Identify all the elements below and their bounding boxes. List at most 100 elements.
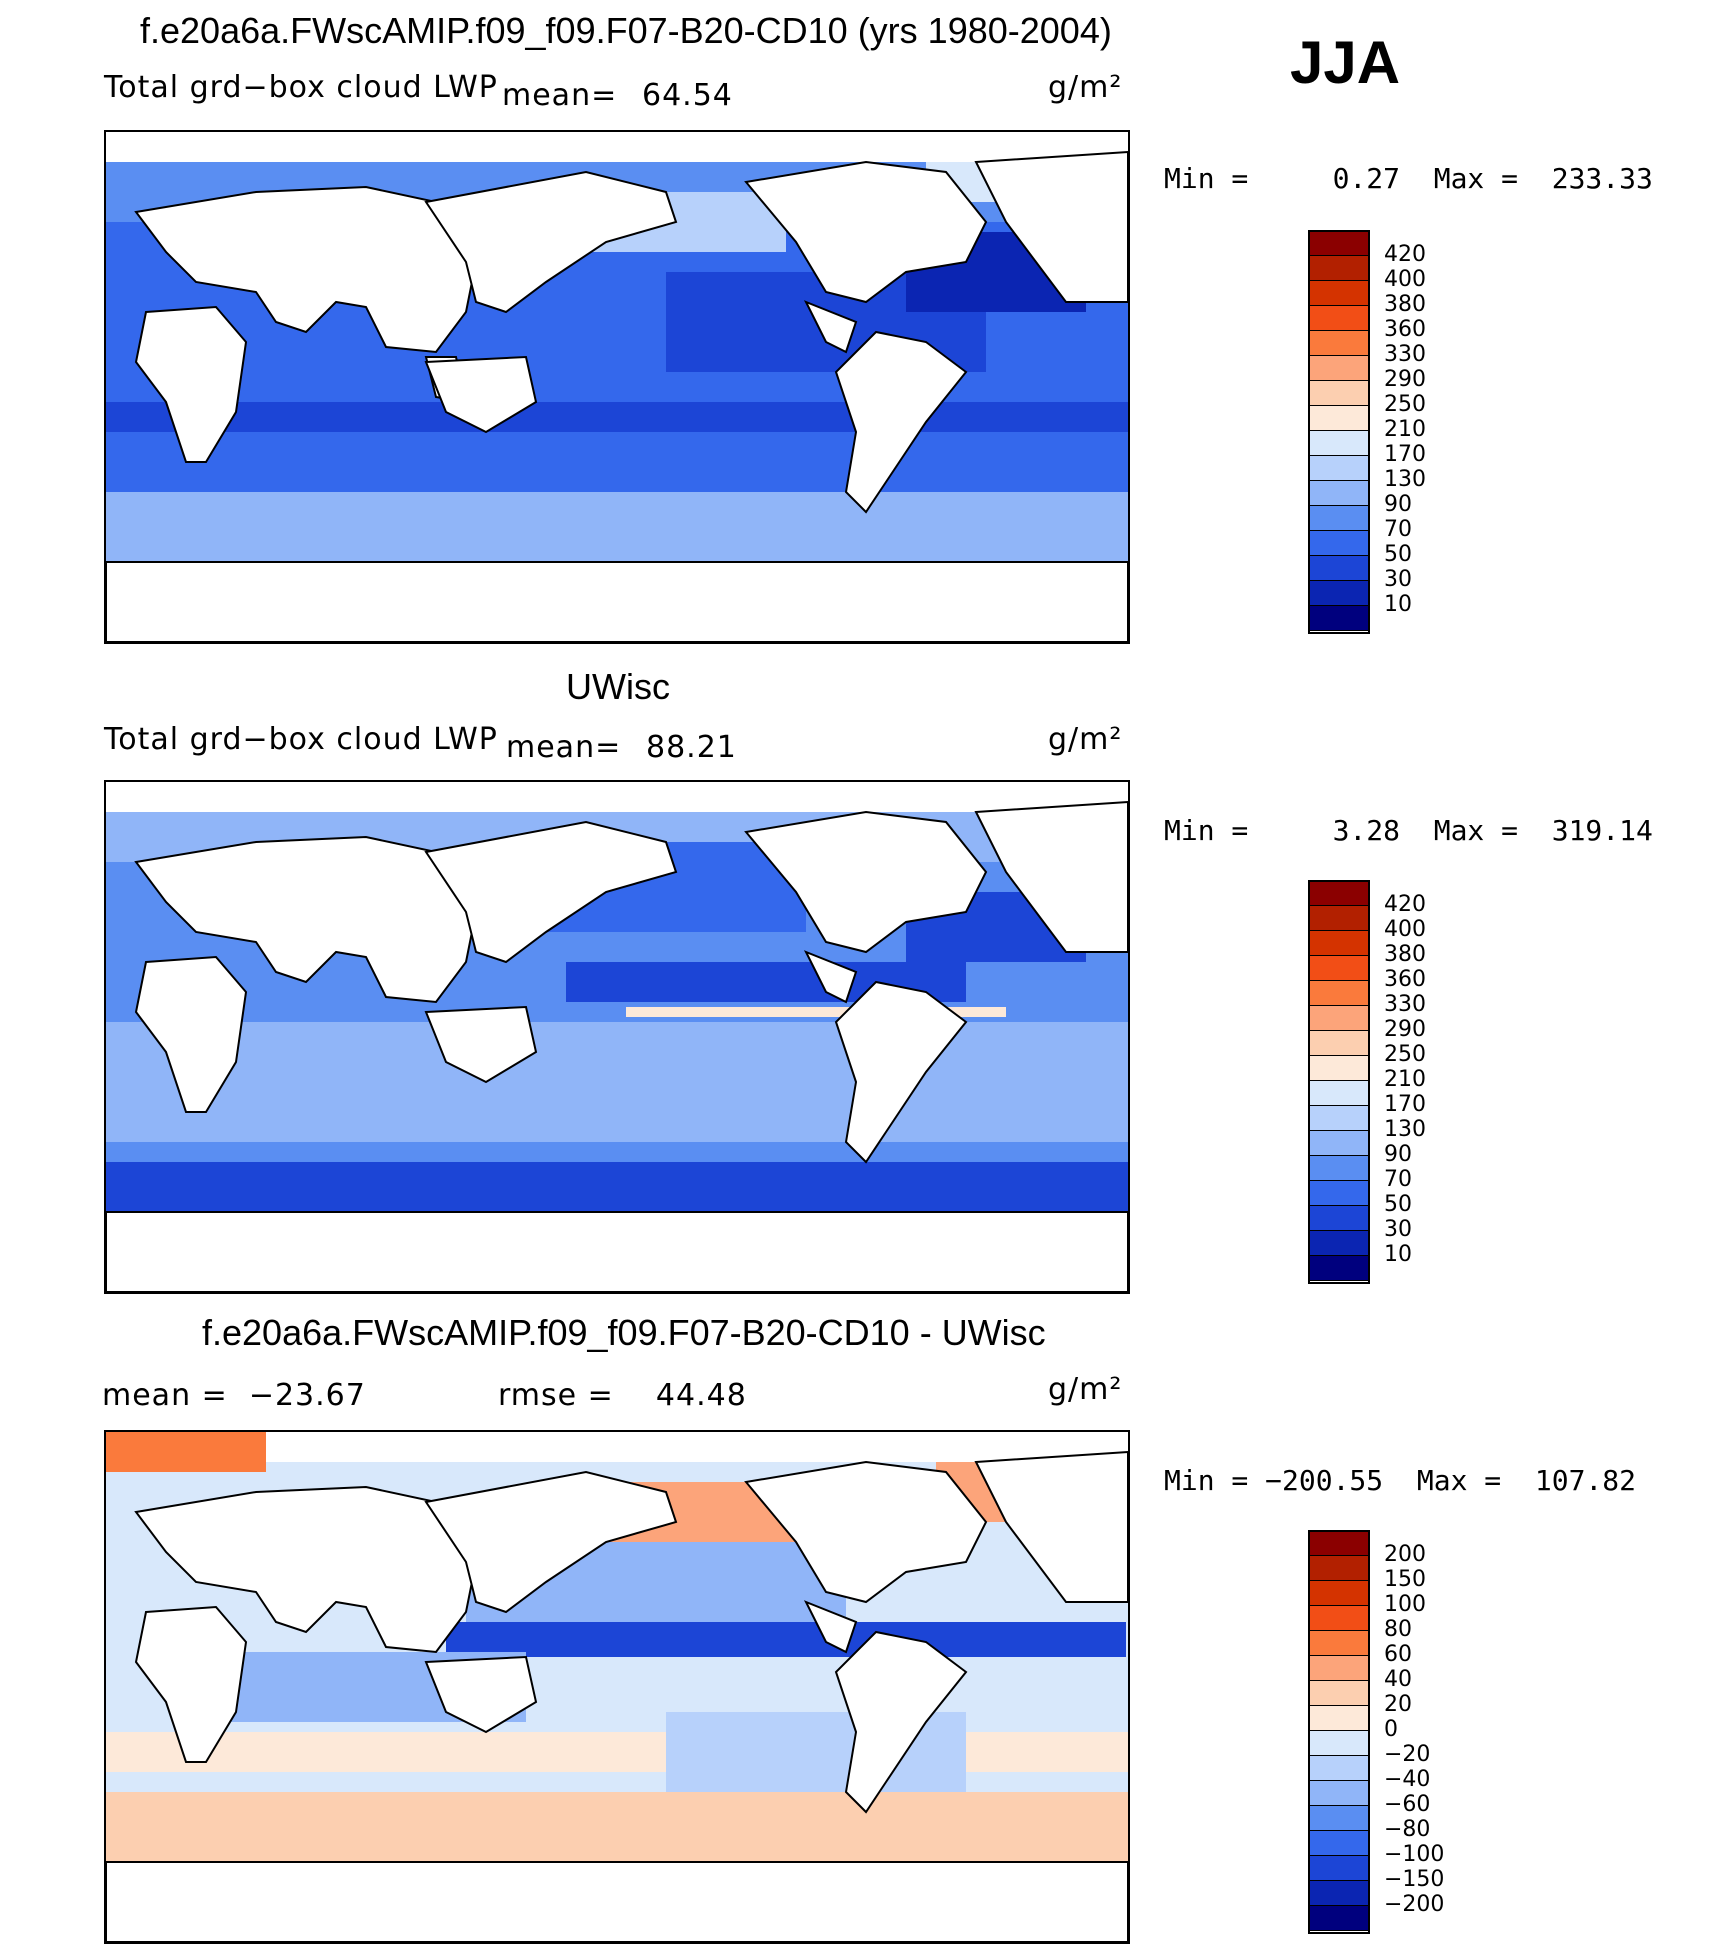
season-label: JJA: [1290, 29, 1401, 96]
panel3-map-svg: [106, 1432, 1128, 1942]
colorbar-tick-label: 250: [1384, 392, 1426, 417]
panel1-mean-label: mean=: [502, 78, 618, 113]
colorbar-tick-label: 70: [1384, 517, 1412, 542]
panel1-colorbar-frame: [1308, 230, 1370, 634]
colorbar-tick-label: 250: [1384, 1042, 1426, 1067]
colorbar-segment: [1308, 1655, 1370, 1681]
panel2-map-svg: [106, 782, 1128, 1292]
colorbar-tick-label: 290: [1384, 367, 1426, 392]
colorbar-segment: [1308, 380, 1370, 406]
colorbar-segment: [1308, 1680, 1370, 1706]
colorbar-tick-label: 40: [1384, 1667, 1412, 1692]
colorbar-tick-label: 380: [1384, 942, 1426, 967]
colorbar-tick-label: 360: [1384, 317, 1426, 342]
colorbar-tick-label: 330: [1384, 992, 1426, 1017]
colorbar-segment: [1308, 1605, 1370, 1631]
colorbar-segment: [1308, 230, 1370, 256]
colorbar-segment: [1308, 1780, 1370, 1806]
colorbar-segment: [1308, 930, 1370, 956]
colorbar-segment: [1308, 355, 1370, 381]
colorbar-tick-label: 50: [1384, 1192, 1412, 1217]
colorbar-segment: [1308, 1705, 1370, 1731]
colorbar-segment: [1308, 1055, 1370, 1081]
colorbar-segment: [1308, 430, 1370, 456]
panel2-mean-value: 88.21: [646, 730, 737, 765]
colorbar-tick-label: 30: [1384, 1217, 1412, 1242]
colorbar-segment: [1308, 1230, 1370, 1256]
colorbar-tick-label: 10: [1384, 592, 1412, 617]
colorbar-segment: [1308, 1855, 1370, 1881]
colorbar-tick-label: 70: [1384, 1167, 1412, 1192]
colorbar-segment: [1308, 1080, 1370, 1106]
panel2-title: UWisc: [566, 666, 670, 707]
colorbar-segment: [1308, 280, 1370, 306]
colorbar-tick-label: 400: [1384, 267, 1426, 292]
panel1-variable: Total grd−box cloud LWP: [104, 70, 498, 105]
colorbar-segment: [1308, 980, 1370, 1006]
colorbar-tick-label: 420: [1384, 242, 1426, 267]
panel1-colorbar: 420 400 380 360 330 290 250 210 170 130 90 70 50 30 10: [1308, 230, 1426, 634]
colorbar-segment: [1308, 555, 1370, 581]
colorbar-tick-label: 60: [1384, 1642, 1412, 1667]
colorbar-segment: [1308, 1105, 1370, 1131]
panel2-mean-label: mean=: [506, 730, 622, 765]
colorbar-tick-label: 90: [1384, 492, 1412, 517]
colorbar-segment: [1308, 1555, 1370, 1581]
panel1-mean-value: 64.54: [642, 78, 733, 113]
colorbar-segment: [1308, 1830, 1370, 1856]
colorbar-tick-label: −150: [1384, 1867, 1445, 1892]
colorbar-tick-label: 90: [1384, 1142, 1412, 1167]
colorbar-tick-label: 290: [1384, 1017, 1426, 1042]
colorbar-segment: [1308, 955, 1370, 981]
colorbar-tick-label: 20: [1384, 1692, 1412, 1717]
colorbar-segment: [1308, 1630, 1370, 1656]
colorbar-segment: [1308, 255, 1370, 281]
colorbar-tick-label: 170: [1384, 1092, 1426, 1117]
panel2-stats: Min = 3.28 Max = 319.14: [1164, 814, 1653, 847]
panel1-stats: Min = 0.27 Max = 233.33: [1164, 162, 1653, 195]
panel1-map-svg: [106, 132, 1128, 642]
colorbar-segment: [1308, 505, 1370, 531]
panel3-rmse: rmse = 44.48: [498, 1378, 747, 1413]
colorbar-tick-label: −100: [1384, 1842, 1445, 1867]
panel3-colorbar-frame: [1308, 1530, 1370, 1934]
colorbar-segment: [1308, 1155, 1370, 1181]
panel2-units: g/m²: [1048, 722, 1123, 757]
colorbar-segment: [1308, 1005, 1370, 1031]
colorbar-tick-label: 170: [1384, 442, 1426, 467]
colorbar-segment: [1308, 1805, 1370, 1831]
panel2-colorbar: 420 400 380 360 330 290 250 210 170 130 90 70 50 30 10: [1308, 880, 1426, 1284]
colorbar-tick-label: 130: [1384, 467, 1426, 492]
colorbar-tick-label: 330: [1384, 342, 1426, 367]
colorbar-tick-label: 400: [1384, 917, 1426, 942]
colorbar-segment: [1308, 605, 1370, 631]
colorbar-segment: [1308, 1530, 1370, 1556]
panel1-map: [104, 130, 1130, 644]
panel3-title: f.e20a6a.FWscAMIP.f09_f09.F07-B20-CD10 -…: [202, 1312, 1046, 1353]
colorbar-tick-label: 210: [1384, 1067, 1426, 1092]
panel3-colorbar: 200 150 100 80 60 40 20 0 −20 −40 −60 −80 −100 −150 −2…: [1308, 1530, 1444, 1934]
colorbar-segment: [1308, 1130, 1370, 1156]
panel1-title: f.e20a6a.FWscAMIP.f09_f09.F07-B20-CD10 (…: [140, 10, 1112, 51]
colorbar-segment: [1308, 905, 1370, 931]
colorbar-tick-label: 80: [1384, 1617, 1412, 1642]
colorbar-tick-label: 200: [1384, 1542, 1426, 1567]
panel2-map: [104, 780, 1130, 1294]
colorbar-segment: [1308, 1580, 1370, 1606]
colorbar-tick-label: −20: [1384, 1742, 1431, 1767]
colorbar-tick-label: 150: [1384, 1567, 1426, 1592]
colorbar-tick-label: 380: [1384, 292, 1426, 317]
panel2-colorbar-frame: [1308, 880, 1370, 1284]
colorbar-tick-label: −80: [1384, 1817, 1431, 1842]
colorbar-segment: [1308, 1030, 1370, 1056]
panel3-map: [104, 1430, 1130, 1944]
colorbar-tick-label: −200: [1384, 1892, 1445, 1917]
panel3-mean: mean = −23.67: [102, 1378, 366, 1413]
colorbar-segment: [1308, 305, 1370, 331]
colorbar-segment: [1308, 530, 1370, 556]
panel2-variable: Total grd−box cloud LWP: [104, 722, 498, 757]
colorbar-tick-label: −60: [1384, 1792, 1431, 1817]
colorbar-tick-label: 50: [1384, 542, 1412, 567]
colorbar-segment: [1308, 330, 1370, 356]
panel1-units: g/m²: [1048, 70, 1123, 105]
